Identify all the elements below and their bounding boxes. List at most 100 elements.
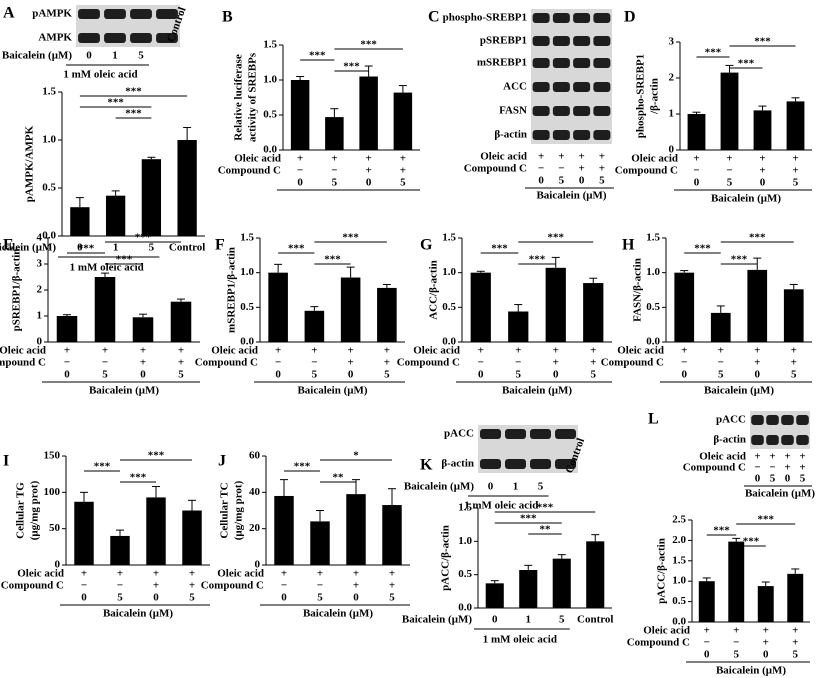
significance-label: *** xyxy=(738,58,755,70)
x-tick-label: 5 xyxy=(516,369,522,381)
y-tick-label: 1.5 xyxy=(646,232,660,244)
condition-sign: + xyxy=(140,345,146,357)
condition-sign: − xyxy=(693,165,699,177)
x-tick-label: 1 xyxy=(526,614,532,626)
significance-label: *** xyxy=(548,232,565,244)
condition-sign: + xyxy=(317,568,323,580)
blot-band xyxy=(552,36,570,46)
lane-label: 0 xyxy=(488,481,494,493)
condition-sign: − xyxy=(81,580,87,592)
blot-xlabel: Baicalein (μM) xyxy=(536,190,606,202)
y-tick-label: 0.5 xyxy=(442,301,456,313)
x-tick-label: 5 xyxy=(793,649,799,661)
x-tick-label: 5 xyxy=(384,369,390,381)
blot-band xyxy=(573,106,591,116)
condition-sign: + xyxy=(558,151,564,163)
lane-label: 5 xyxy=(138,50,144,62)
blot-row-label: ACC xyxy=(503,81,527,93)
condition-sign: + xyxy=(763,625,769,637)
bar xyxy=(56,316,78,342)
y-tick-label: 1 xyxy=(669,108,675,120)
y-tick-label: 0.0 xyxy=(42,230,56,242)
x-tick-label: 5 xyxy=(389,592,395,604)
bar xyxy=(747,269,768,342)
blot-row-label: pACC xyxy=(716,414,746,426)
condition-sign: + xyxy=(792,165,798,177)
lane-label: 0 xyxy=(755,473,761,485)
condition-label: Compound C xyxy=(464,163,527,175)
condition-sign: − xyxy=(754,462,760,474)
blot-band xyxy=(530,429,551,439)
blot-band xyxy=(530,459,551,469)
x-axis-label: Baicalein (μM) xyxy=(103,608,173,620)
y-axis-label: FASN/β-actin xyxy=(632,258,644,322)
condition-sign: + xyxy=(353,568,359,580)
blot-row-label: pSREBP1 xyxy=(480,35,527,47)
bar xyxy=(146,497,166,565)
condition-sign: + xyxy=(102,345,108,357)
blot-xnote: 1 mM oleic acid xyxy=(464,500,538,512)
condition-label: Compound C xyxy=(195,357,258,369)
condition-sign: − xyxy=(275,357,281,369)
bar xyxy=(674,272,695,342)
x-tick-label: 5 xyxy=(559,614,565,626)
y-tick-label: 2.5 xyxy=(672,514,686,526)
blot-band xyxy=(552,82,570,92)
significance-label: *** xyxy=(78,243,95,255)
bar xyxy=(586,541,605,608)
significance-label: *** xyxy=(520,513,537,525)
panel-letter: C xyxy=(428,9,440,26)
x-note: 1 mM oleic acid xyxy=(70,262,144,274)
y-tick-label: 0.0 xyxy=(442,336,456,348)
panel-letter: K xyxy=(420,457,433,474)
blot-band xyxy=(796,415,809,425)
significance-label: *** xyxy=(94,461,111,473)
x-tick-label: 0 xyxy=(353,592,359,604)
condition-sign: + xyxy=(311,345,317,357)
blot-band xyxy=(751,435,764,445)
blot-row-label: pACC xyxy=(444,428,474,440)
x-axis-label: Baicalein (μM) xyxy=(704,385,774,397)
y-tick-label: 2 xyxy=(669,72,675,84)
panel-letter: F xyxy=(215,237,225,254)
blot-band xyxy=(555,429,576,439)
y-tick-label: 1.0 xyxy=(263,74,277,86)
y-tick-label: 1.0 xyxy=(646,266,660,278)
y-tick-label: 2 xyxy=(37,284,43,296)
condition-sign: + xyxy=(353,580,359,592)
x-tick-label: 0 xyxy=(760,177,766,189)
y-tick-label: 1 xyxy=(37,310,43,322)
condition-sign: + xyxy=(759,165,765,177)
blot-band xyxy=(593,36,611,46)
condition-label: Oleic acid xyxy=(217,568,264,580)
bar xyxy=(757,586,774,622)
blot-band xyxy=(751,415,764,425)
condition-sign: + xyxy=(400,165,406,177)
panel-letter: G xyxy=(420,237,433,254)
bar xyxy=(470,272,491,342)
x-tick-label: 5 xyxy=(332,177,338,189)
significance-label: *** xyxy=(294,461,311,473)
condition-sign: + xyxy=(792,153,798,165)
condition-sign: − xyxy=(311,357,317,369)
condition-sign: + xyxy=(178,357,184,369)
blot-xlabel: Baicalein (μM) xyxy=(404,481,474,493)
condition-sign: + xyxy=(791,345,797,357)
y-axis-label: mSREBP1/β-actin xyxy=(226,247,238,333)
significance-label: *** xyxy=(130,472,147,484)
x-tick-label: 5 xyxy=(400,177,406,189)
condition-sign: − xyxy=(558,163,564,175)
condition-sign: + xyxy=(81,568,87,580)
x-tick-label: 0 xyxy=(366,177,372,189)
condition-sign: + xyxy=(681,345,687,357)
x-tick-label: 5 xyxy=(178,369,184,381)
condition-sign: + xyxy=(553,357,559,369)
bar xyxy=(290,80,310,150)
bar xyxy=(310,521,330,565)
y-tick-label: 0.0 xyxy=(240,336,254,348)
bar xyxy=(74,501,94,565)
condition-sign: + xyxy=(578,163,584,175)
panel-letter: B xyxy=(222,9,233,26)
y-tick-label: 1.5 xyxy=(672,554,686,566)
